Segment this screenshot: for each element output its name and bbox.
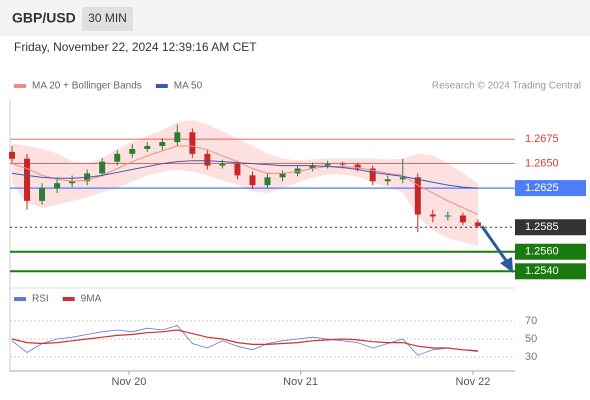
interval[interactable]: 30 MIN <box>88 11 127 25</box>
candle-body <box>354 164 361 169</box>
candle-body <box>39 188 46 201</box>
legend-label: MA 20 + Bollinger Bands <box>32 81 142 92</box>
candle-body <box>204 153 211 166</box>
ma-line <box>11 160 478 189</box>
line <box>11 325 478 356</box>
candle-body <box>219 163 226 166</box>
forecast-arrow <box>480 225 509 263</box>
level-label-box <box>515 219 586 236</box>
candle-body <box>324 163 331 166</box>
level-label: 1.2650 <box>525 158 559 170</box>
candle-body <box>384 179 391 182</box>
forecast-arrowhead <box>500 257 513 273</box>
ma-line <box>11 145 479 215</box>
candle-body <box>429 214 436 217</box>
symbol: GBP/USD <box>12 10 76 26</box>
candle-body <box>369 168 376 182</box>
candle-body <box>459 215 466 223</box>
candle-body <box>9 151 15 159</box>
candle-body <box>54 183 61 189</box>
legend-label: MA 50 <box>174 81 203 92</box>
level-label: 1.2585 <box>525 221 559 233</box>
candle-body <box>414 177 421 215</box>
bollinger-band <box>462 172 479 247</box>
candle-body <box>309 165 316 169</box>
candle-body <box>174 132 181 143</box>
y-tick-label: 50 <box>525 333 537 345</box>
level-label: 1.2540 <box>525 265 559 277</box>
candle-body <box>24 158 31 201</box>
datetime: Friday, November 22, 2024 12:39:16 AM CE… <box>14 40 257 54</box>
candle-body <box>339 163 346 165</box>
legend-label: 9MA <box>81 294 102 305</box>
x-tick-label: Nov 22 <box>456 376 491 388</box>
candle-body <box>144 146 151 149</box>
candle-body <box>279 173 286 178</box>
candle-body <box>189 132 196 154</box>
level-label-box <box>515 243 586 260</box>
candle-body <box>234 163 241 176</box>
candle-body <box>114 153 121 162</box>
candle-body <box>249 175 256 186</box>
x-tick-label: Nov 20 <box>112 376 147 388</box>
candle-body <box>399 177 406 180</box>
credit: Research © 2024 Trading Central <box>432 81 581 92</box>
level-label-box <box>515 180 586 197</box>
level-label: 1.2560 <box>525 246 559 258</box>
legend-swatch <box>14 84 26 88</box>
line <box>11 329 478 352</box>
level-label-box <box>515 263 586 280</box>
legend-label: RSI <box>32 294 49 305</box>
legend-swatch <box>14 297 26 301</box>
legend-swatch <box>62 297 75 301</box>
interval-button[interactable] <box>82 7 133 31</box>
x-tick-label: Nov 21 <box>283 376 318 388</box>
legend-swatch <box>155 84 168 88</box>
level-label: 1.2675 <box>525 133 559 145</box>
candle-body <box>474 222 481 227</box>
candle-body <box>99 161 106 174</box>
candle-body <box>69 181 76 184</box>
candle-body <box>159 142 166 147</box>
y-tick-label: 70 <box>525 315 537 327</box>
y-tick-label: 30 <box>525 351 537 363</box>
candle-body <box>444 215 451 217</box>
candle-body <box>264 177 271 186</box>
level-label: 1.2625 <box>525 182 559 194</box>
candle-body <box>129 148 136 154</box>
bollinger-band <box>447 163 464 243</box>
